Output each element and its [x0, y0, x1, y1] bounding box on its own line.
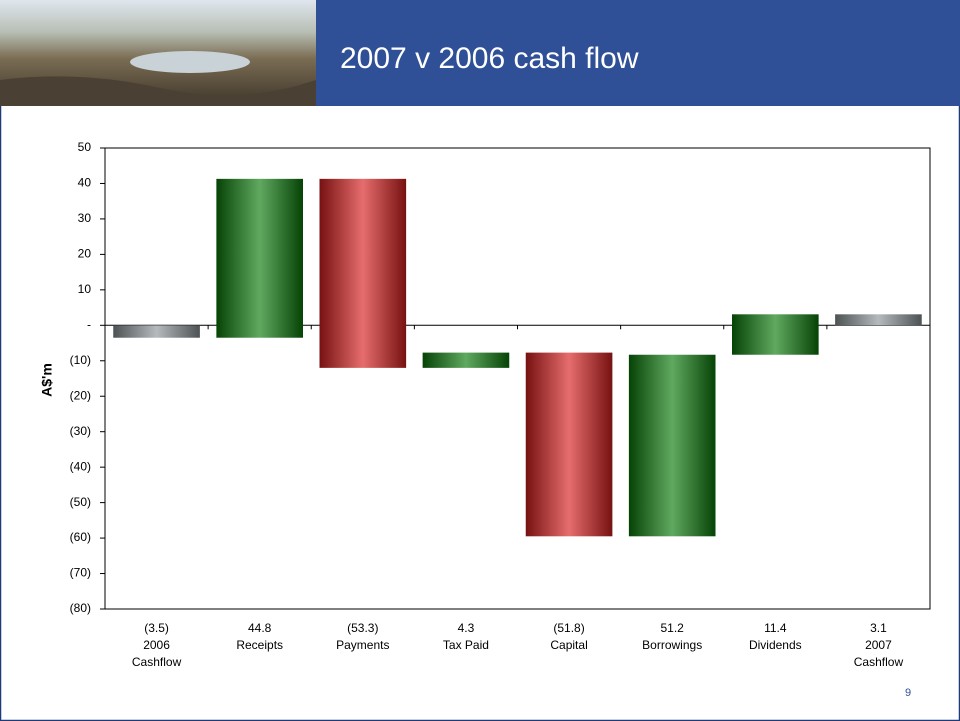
y-axis-label: A$'m: [39, 363, 55, 397]
y-tick-label: (20): [70, 388, 91, 402]
x-tick-label: Payments: [336, 638, 389, 652]
value-label: 3.1: [870, 621, 887, 635]
y-tick-label: (50): [70, 495, 91, 509]
x-tick-label: 2007 Cashflow: [854, 638, 904, 669]
header-band: [316, 0, 960, 106]
x-tick-label: Capital: [550, 638, 587, 652]
value-label: 4.3: [458, 621, 475, 635]
value-label: 51.2: [661, 621, 685, 635]
y-tick-label: (10): [70, 353, 91, 367]
y-tick-label: 10: [78, 282, 92, 296]
value-label: (3.5): [144, 621, 169, 635]
bar: [319, 178, 407, 368]
y-tick-label: 30: [78, 211, 92, 225]
y-tick-label: (70): [70, 566, 91, 580]
photo-ground: [0, 76, 316, 106]
value-label: (53.3): [347, 621, 378, 635]
bar: [732, 314, 819, 355]
x-tick-label: Borrowings: [642, 638, 702, 652]
bar: [216, 178, 303, 338]
bar: [113, 325, 200, 338]
bar: [525, 352, 613, 537]
value-label: 44.8: [248, 621, 272, 635]
y-tick-label: (60): [70, 530, 91, 544]
photo-pond: [130, 51, 250, 73]
y-tick-label: (30): [70, 424, 91, 438]
x-tick-label: Dividends: [749, 638, 802, 652]
slide-title: 2007 v 2006 cash flow: [340, 42, 639, 75]
page-number: 9: [905, 687, 911, 699]
bar: [628, 354, 716, 537]
y-tick-label: 20: [78, 247, 92, 261]
value-label: (51.8): [553, 621, 584, 635]
plot-frame: [104, 147, 931, 610]
y-tick-label: -: [87, 317, 91, 331]
x-tick-label: Receipts: [236, 638, 283, 652]
bar: [422, 352, 510, 368]
x-tick-label: 2006 Cashflow: [132, 638, 182, 669]
bar: [835, 314, 922, 326]
value-label: 11.4: [764, 621, 787, 635]
y-tick-label: 40: [78, 176, 92, 190]
y-tick-label: (40): [70, 459, 91, 473]
x-tick-label: Tax Paid: [443, 638, 489, 652]
y-tick-label: 50: [78, 140, 92, 154]
y-tick-label: (80): [70, 601, 91, 615]
